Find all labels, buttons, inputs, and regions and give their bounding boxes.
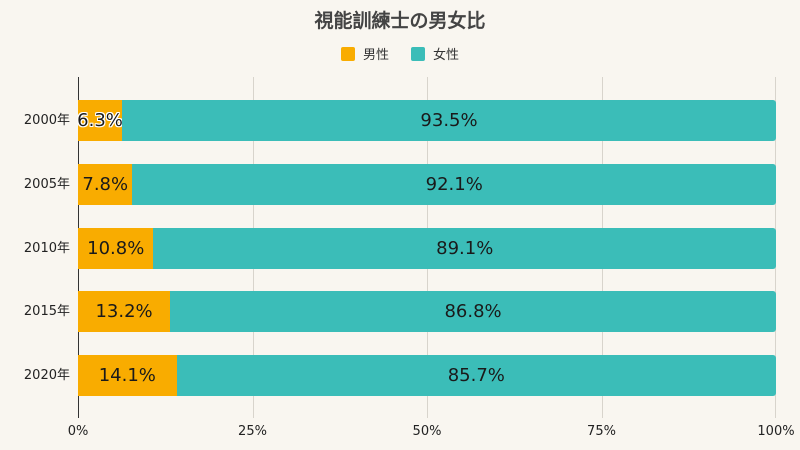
bar-row: 6.3% 93.5% [77,100,776,141]
x-axis-tick-label: 75% [587,424,616,439]
male-swatch-icon [340,46,355,61]
data-label-male: 7.8% [82,173,129,195]
data-label-male: 13.2% [95,301,153,323]
bar-row: 14.1% 85.7% [78,355,776,396]
y-axis-label: 2020年 [23,368,70,383]
data-label-female: 92.1% [425,173,483,195]
legend: 男性 女性 [0,44,800,63]
bar-segment-female[interactable]: 89.1% [153,227,776,269]
legend-label-female: 女性 [433,48,460,63]
x-axis-tick-label: 100% [757,424,795,439]
data-label-male: 14.1% [98,365,156,386]
female-swatch-icon [411,46,425,61]
bar-segment-male[interactable]: 14.1% [78,355,177,396]
data-label-female: 93.5% [420,110,478,131]
legend-item-male[interactable]: 男性 [340,44,389,63]
bar-segment-female[interactable]: 93.5% [122,100,776,141]
y-axis-label: 2000年 [23,113,70,128]
bar-segment-male[interactable]: 13.2% [78,291,171,333]
chart-title: 視能訓練士の男女比 [314,10,486,32]
data-label-female: 86.8% [444,301,502,323]
data-label-male: 10.8% [87,237,145,259]
data-label-female: 89.1% [436,237,494,259]
bar-segment-male[interactable]: 10.8% [78,227,154,269]
y-axis-label: 2005年 [23,176,70,192]
bar-segment-female[interactable]: 85.7% [176,355,776,396]
legend-item-female[interactable]: 女性 [411,44,459,63]
data-label-male: 6.3% [77,110,123,131]
data-label-female: 85.7% [447,365,505,386]
bar-segment-female[interactable]: 86.8% [170,291,776,333]
bar-segment-male[interactable]: 7.8% [78,163,133,205]
legend-label-male: 男性 [362,48,389,63]
bar-row: 10.8% 89.1% [78,227,776,269]
bar-row: 7.8% 92.1% [78,163,776,205]
y-axis-label: 2010年 [23,240,70,256]
x-axis-tick-label: 50% [412,424,442,439]
bar-segment-female[interactable]: 92.1% [132,163,776,205]
x-axis-tick-label: 25% [238,424,267,439]
bar-segment-male[interactable]: 6.3% [77,100,123,141]
x-axis-tick-label: 0% [67,424,89,439]
plot-area: 6.3% 93.5% 7.8% 92.1% 10.8% 89.1% 13.2% 86.8% 14… [77,77,776,418]
y-axis-label: 2015年 [23,304,70,320]
bar-row: 13.2% 86.8% [78,291,776,333]
